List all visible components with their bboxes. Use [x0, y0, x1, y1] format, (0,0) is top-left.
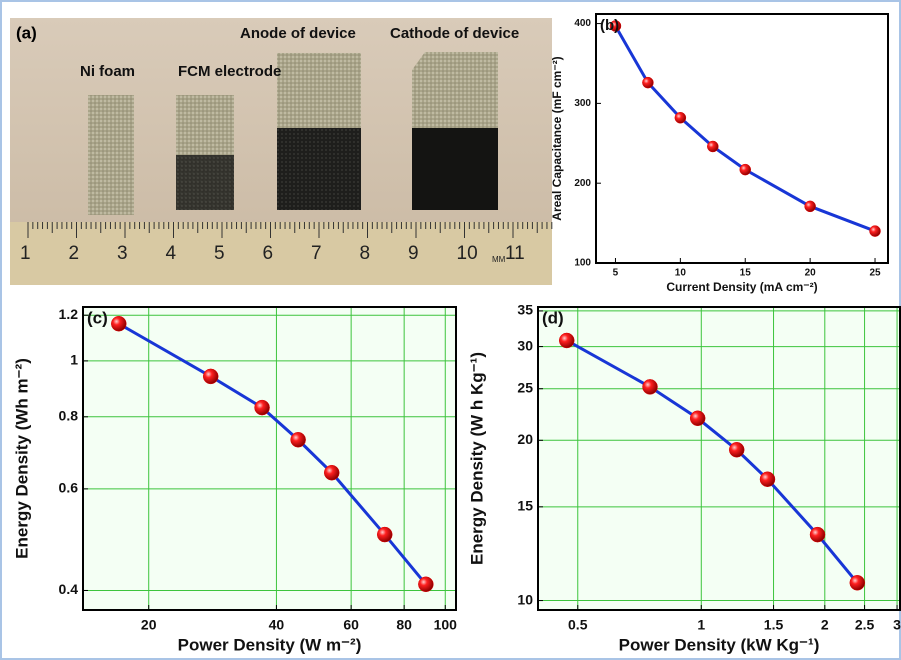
- sample-coating: [277, 128, 361, 210]
- y-axis-label: Energy Density (Wh m⁻²): [12, 358, 31, 559]
- x-tick-label: 5: [613, 268, 619, 279]
- marker: [809, 526, 826, 543]
- y-tick-label: 0.8: [59, 408, 79, 424]
- panel-label: (b): [600, 17, 619, 34]
- x-tick-label: 3: [893, 617, 901, 633]
- y-tick-label: 300: [574, 98, 591, 109]
- x-tick-label: 100: [434, 617, 458, 633]
- chart: 20 40 60 80 100 0.4 0.6 0.8 1 1.2 (c) Power Density…: [12, 306, 457, 655]
- x-tick-label: 15: [740, 268, 752, 279]
- y-tick-label: 20: [517, 431, 533, 447]
- x-tick-label: 20: [805, 268, 817, 279]
- marker: [869, 225, 881, 237]
- y-axis-label: Energy Density (W h Kg⁻¹): [467, 352, 486, 565]
- sample-label: Ni foam: [80, 63, 135, 80]
- plot-frame: [595, 13, 889, 264]
- plot-frame: [82, 306, 457, 611]
- marker: [728, 441, 745, 458]
- x-tick-label: 2.5: [855, 617, 875, 633]
- sample: [88, 95, 134, 215]
- ruler-label: 2: [69, 243, 80, 264]
- ruler-label: 1: [20, 243, 31, 264]
- photo: (a) Ni foam FCM electrode Anode of device Ca…: [10, 18, 553, 285]
- plot-bg: [83, 307, 456, 610]
- ruler-label: 3: [117, 243, 128, 264]
- x-tick-label: 20: [141, 617, 157, 633]
- ruler-unit: MM: [492, 255, 506, 264]
- marker: [376, 526, 393, 543]
- chart: 0.5 1 1.5 2 2.5 3 10 15 20 25 30 35 (d) Power Density…: [467, 302, 901, 654]
- x-tick-label: 0.5: [568, 617, 588, 633]
- marker: [759, 471, 776, 487]
- ruler-label: 11: [505, 243, 525, 264]
- y-tick-label: 15: [517, 498, 533, 514]
- marker: [254, 399, 270, 416]
- marker: [642, 76, 654, 89]
- y-axis-label: Areal Capacitance (mF cm⁻²): [550, 56, 564, 220]
- plot-frame: [537, 306, 901, 611]
- marker: [202, 368, 219, 385]
- y-tick-label: 35: [517, 302, 533, 318]
- x-axis-label: Power Density (W m⁻²): [178, 635, 362, 654]
- y-tick-label: 200: [574, 178, 591, 189]
- marker: [674, 112, 687, 124]
- x-tick-label: 2: [821, 617, 829, 633]
- marker: [609, 20, 622, 32]
- marker: [849, 575, 866, 591]
- y-tick-label: 400: [574, 18, 591, 29]
- marker: [707, 140, 719, 153]
- ruler-label: 10: [457, 243, 478, 264]
- x-tick-label: 10: [675, 268, 687, 279]
- chart: 5 10 15 20 25 100 200 300 400 (b) Current Density …: [550, 13, 889, 294]
- marker: [804, 200, 816, 213]
- sample-label: Anode of device: [240, 25, 356, 42]
- ruler-label: 9: [408, 243, 419, 264]
- x-axis-label: Power Density (kW Kg⁻¹): [619, 635, 820, 654]
- x-tick-label: 25: [869, 268, 881, 279]
- ruler-label: 6: [263, 243, 274, 264]
- marker: [739, 163, 751, 176]
- ruler-label: 4: [166, 243, 177, 264]
- ruler-label: 8: [360, 243, 371, 264]
- sample-coating: [176, 155, 234, 210]
- y-tick-label: 0.4: [59, 581, 79, 597]
- y-tick-label: 25: [517, 379, 533, 395]
- x-tick-label: 40: [269, 617, 285, 633]
- marker: [418, 576, 434, 593]
- y-tick-label: 0.6: [59, 480, 79, 496]
- marker: [558, 332, 575, 349]
- sample-coating: [412, 128, 498, 210]
- y-tick-label: 100: [574, 258, 591, 269]
- plot-bg: [538, 307, 900, 610]
- y-tick-label: 30: [517, 337, 533, 353]
- x-tick-label: 1.5: [764, 617, 784, 633]
- x-tick-label: 80: [396, 617, 412, 633]
- sample-label: FCM electrode: [178, 63, 281, 80]
- ruler-label: 7: [311, 243, 322, 264]
- marker: [290, 431, 306, 448]
- x-axis-label: Current Density (mA cm⁻²): [666, 280, 817, 294]
- panel-label: (a): [16, 23, 37, 42]
- y-tick-label: 1: [70, 352, 78, 368]
- y-tick-label: 10: [517, 591, 533, 607]
- y-tick-label: 1.2: [59, 306, 79, 322]
- x-tick-label: 60: [343, 617, 359, 633]
- marker: [689, 410, 706, 427]
- panel-label: (c): [87, 308, 108, 327]
- marker: [323, 464, 340, 481]
- marker: [642, 379, 658, 395]
- panel-label: (d): [542, 308, 564, 327]
- x-tick-label: 1: [697, 617, 705, 633]
- ruler-label: 5: [214, 243, 225, 264]
- marker: [111, 315, 127, 332]
- sample-label: Cathode of device: [390, 25, 519, 42]
